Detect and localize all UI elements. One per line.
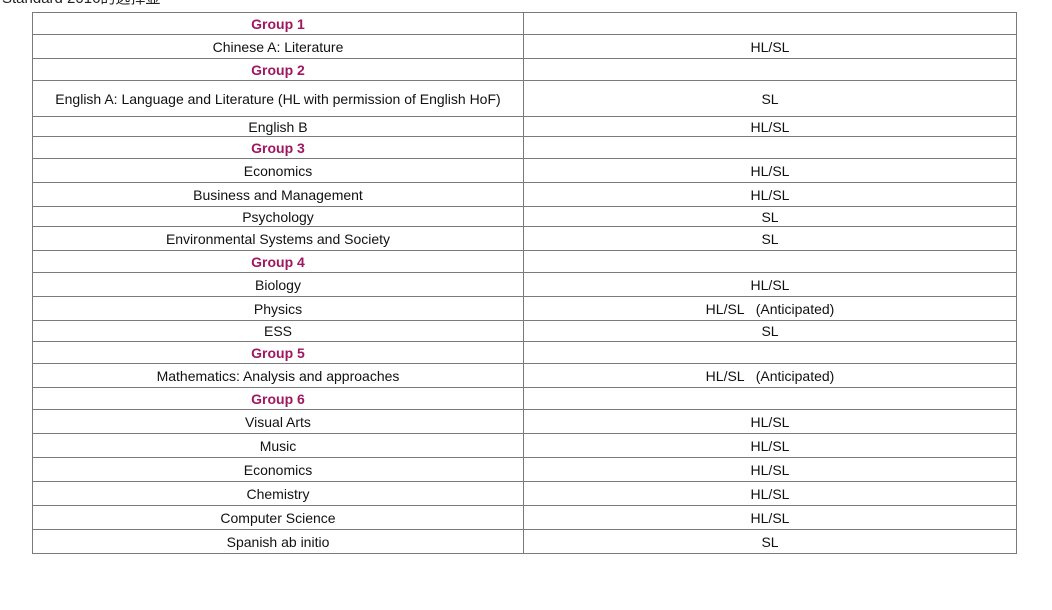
level-cell: HL/SL (Anticipated)	[523, 363, 1017, 388]
level-cell: HL/SL	[523, 34, 1017, 59]
subject-name-cell: Environmental Systems and Society	[32, 226, 524, 251]
group-header-row: Group 6	[32, 387, 1017, 410]
level-cell: HL/SL (Anticipated)	[523, 296, 1017, 321]
subject-table: Group 1 Chinese A: Literature HL/SL Group 2…	[32, 12, 1017, 554]
subject-name-cell: Computer Science	[32, 505, 524, 530]
level-cell: HL/SL	[523, 272, 1017, 297]
subject-name-cell: English B	[32, 116, 524, 137]
subject-name-cell: Economics	[32, 158, 524, 183]
subject-name-cell: Economics	[32, 457, 524, 482]
subject-row: Mathematics: Analysis and approaches HL/S…	[32, 363, 1017, 388]
subject-name-cell: Chemistry	[32, 481, 524, 506]
subject-row: Computer Science HL/SL	[32, 505, 1017, 530]
subject-table-container: Group 1 Chinese A: Literature HL/SL Group 2…	[32, 12, 1017, 554]
subject-name-cell: Physics	[32, 296, 524, 321]
group-name-cell: Group 5	[32, 341, 524, 364]
level-cell	[523, 136, 1017, 159]
level-cell: HL/SL	[523, 158, 1017, 183]
subject-name-cell: Mathematics: Analysis and approaches	[32, 363, 524, 388]
level-cell: SL	[523, 206, 1017, 227]
group-name-cell: Group 6	[32, 387, 524, 410]
subject-name-cell: Visual Arts	[32, 409, 524, 434]
group-name-cell: Group 4	[32, 250, 524, 273]
level-cell: HL/SL	[523, 409, 1017, 434]
subject-row: Physics HL/SL (Anticipated)	[32, 296, 1017, 321]
level-cell: HL/SL	[523, 505, 1017, 530]
subject-row: Visual Arts HL/SL	[32, 409, 1017, 434]
subject-table-body: Group 1 Chinese A: Literature HL/SL Group 2…	[32, 12, 1017, 554]
level-cell: HL/SL	[523, 481, 1017, 506]
level-cell: SL	[523, 529, 1017, 554]
level-cell: SL	[523, 226, 1017, 251]
subject-name-cell: Chinese A: Literature	[32, 34, 524, 59]
subject-row: Chemistry HL/SL	[32, 481, 1017, 506]
subject-row: Chinese A: Literature HL/SL	[32, 34, 1017, 59]
group-header-row: Group 2	[32, 58, 1017, 81]
level-cell	[523, 12, 1017, 35]
group-name-cell: Group 1	[32, 12, 524, 35]
subject-name-cell: Psychology	[32, 206, 524, 227]
group-header-row: Group 1	[32, 12, 1017, 35]
top-caption: Standard 2016的选择显	[2, 0, 160, 8]
level-cell	[523, 58, 1017, 81]
level-cell	[523, 387, 1017, 410]
subject-name-cell: Music	[32, 433, 524, 458]
level-cell: HL/SL	[523, 433, 1017, 458]
group-header-row: Group 4	[32, 250, 1017, 273]
group-name-cell: Group 2	[32, 58, 524, 81]
subject-row: English B HL/SL	[32, 116, 1017, 137]
level-cell	[523, 250, 1017, 273]
subject-name-cell: ESS	[32, 320, 524, 342]
subject-row: Biology HL/SL	[32, 272, 1017, 297]
subject-row: Psychology SL	[32, 206, 1017, 227]
subject-name-cell: English A: Language and Literature (HL w…	[32, 80, 524, 117]
level-cell: HL/SL	[523, 182, 1017, 207]
level-cell: HL/SL	[523, 457, 1017, 482]
subject-row: Music HL/SL	[32, 433, 1017, 458]
subject-name-cell: Business and Management	[32, 182, 524, 207]
group-header-row: Group 3	[32, 136, 1017, 159]
group-header-row: Group 5	[32, 341, 1017, 364]
subject-name-cell: Spanish ab initio	[32, 529, 524, 554]
group-name-cell: Group 3	[32, 136, 524, 159]
subject-row: English A: Language and Literature (HL w…	[32, 80, 1017, 117]
level-cell: SL	[523, 320, 1017, 342]
subject-row: Economics HL/SL	[32, 158, 1017, 183]
subject-row: Economics HL/SL	[32, 457, 1017, 482]
level-cell: HL/SL	[523, 116, 1017, 137]
subject-row: Environmental Systems and Society SL	[32, 226, 1017, 251]
level-cell: SL	[523, 80, 1017, 117]
subject-row: Business and Management HL/SL	[32, 182, 1017, 207]
subject-row: ESS SL	[32, 320, 1017, 342]
subject-name-cell: Biology	[32, 272, 524, 297]
subject-row: Spanish ab initio SL	[32, 529, 1017, 554]
level-cell	[523, 341, 1017, 364]
